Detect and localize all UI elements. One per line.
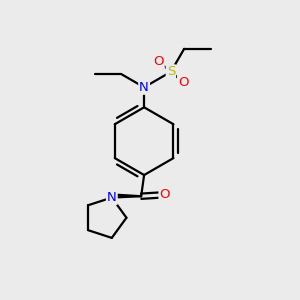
Text: O: O (178, 76, 188, 89)
Text: O: O (160, 188, 170, 201)
Text: S: S (167, 65, 175, 78)
Text: N: N (107, 191, 117, 204)
Text: O: O (153, 55, 164, 68)
Text: N: N (139, 81, 149, 94)
